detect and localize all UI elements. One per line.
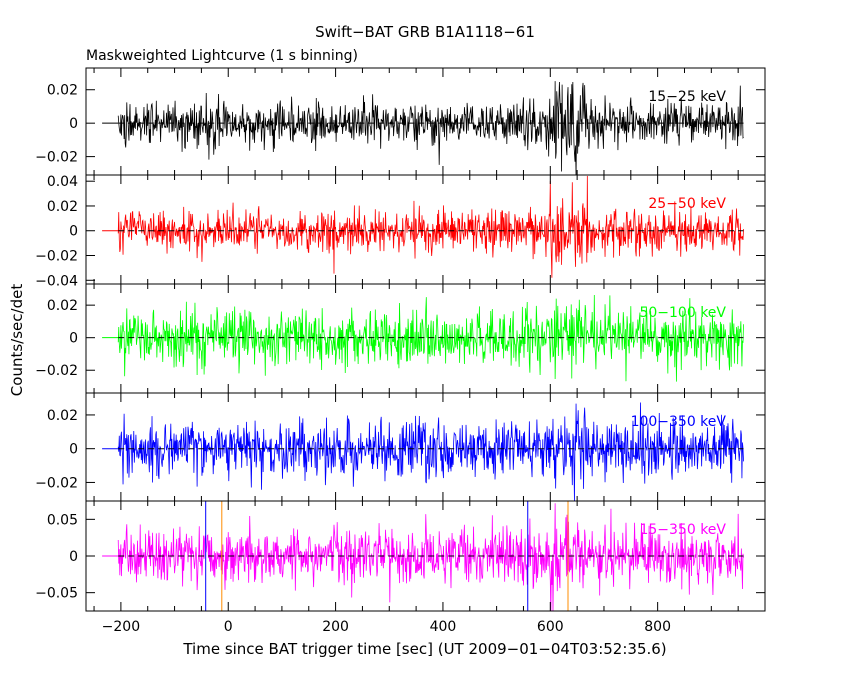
y-tick-label-2-1: −0.04	[35, 273, 78, 289]
y-tick-label-4-1: −0.02	[35, 475, 78, 491]
series-line-5	[117, 503, 744, 611]
y-axis-label: Counts/sec/det	[8, 284, 26, 397]
y-tick-label-2-5: 0.04	[47, 174, 78, 190]
series-line-1	[117, 81, 744, 175]
y-tick-label-5-2: 0	[69, 549, 78, 565]
series-line-4	[117, 402, 744, 501]
panel-2: −0.04 −0.02 0 0.02 0.04 25−50 keV	[35, 174, 766, 289]
series-line-2	[117, 175, 744, 278]
y-tick-label-3-1: −0.02	[35, 363, 78, 379]
y-tick-label-5-3: 0.05	[47, 512, 78, 528]
x-axis-label: Time since BAT trigger time [sec] (UT 20…	[182, 640, 666, 658]
x-tick-label-6: 800	[644, 619, 671, 635]
x-tick-label-3: 200	[322, 619, 349, 635]
panel-5: −0.05 0 0.05 15−350 keV	[35, 500, 766, 612]
y-tick-label-2-4: 0.02	[47, 199, 78, 215]
panel-3: −0.02 0 0.02 50−100 keV	[35, 283, 766, 394]
panels-group: −0.02 0 0.02 15−25 keV −0.04 −0.02 0 0.02 0.04 25…	[35, 67, 766, 635]
y-tick-label-2-2: −0.02	[35, 249, 78, 265]
x-tick-label-5: 600	[537, 619, 564, 635]
chart-subtitle: Maskweighted Lightcurve (1 s binning)	[86, 48, 358, 64]
y-tick-label-4-2: 0	[69, 442, 78, 458]
y-tick-label-3-2: 0	[69, 331, 78, 347]
band-label-1: 15−25 keV	[648, 89, 726, 105]
band-label-3: 50−100 keV	[639, 305, 726, 321]
y-tick-label-4-3: 0.02	[47, 408, 78, 424]
y-tick-label-3-3: 0.02	[47, 298, 78, 314]
band-label-5: 15−350 keV	[639, 522, 726, 538]
y-tick-label-2-3: 0	[69, 224, 78, 240]
y-tick-label-1-1: −0.02	[35, 150, 78, 166]
y-tick-label-1-2: 0	[69, 116, 78, 132]
x-tick-label-1: −200	[102, 619, 140, 635]
y-tick-label-5-1: −0.05	[35, 586, 78, 602]
band-label-4: 100−350 keV	[631, 414, 727, 430]
y-tick-label-1-3: 0.02	[47, 83, 78, 99]
chart-title: Swift−BAT GRB B1A1118−61	[315, 23, 535, 41]
panel-4: −0.02 0 0.02 100−350 keV	[35, 392, 766, 502]
x-tick-label-2: 0	[224, 619, 233, 635]
panel-1: −0.02 0 0.02 15−25 keV	[35, 67, 766, 176]
x-tick-label-4: 400	[430, 619, 457, 635]
band-label-2: 25−50 keV	[648, 196, 726, 212]
